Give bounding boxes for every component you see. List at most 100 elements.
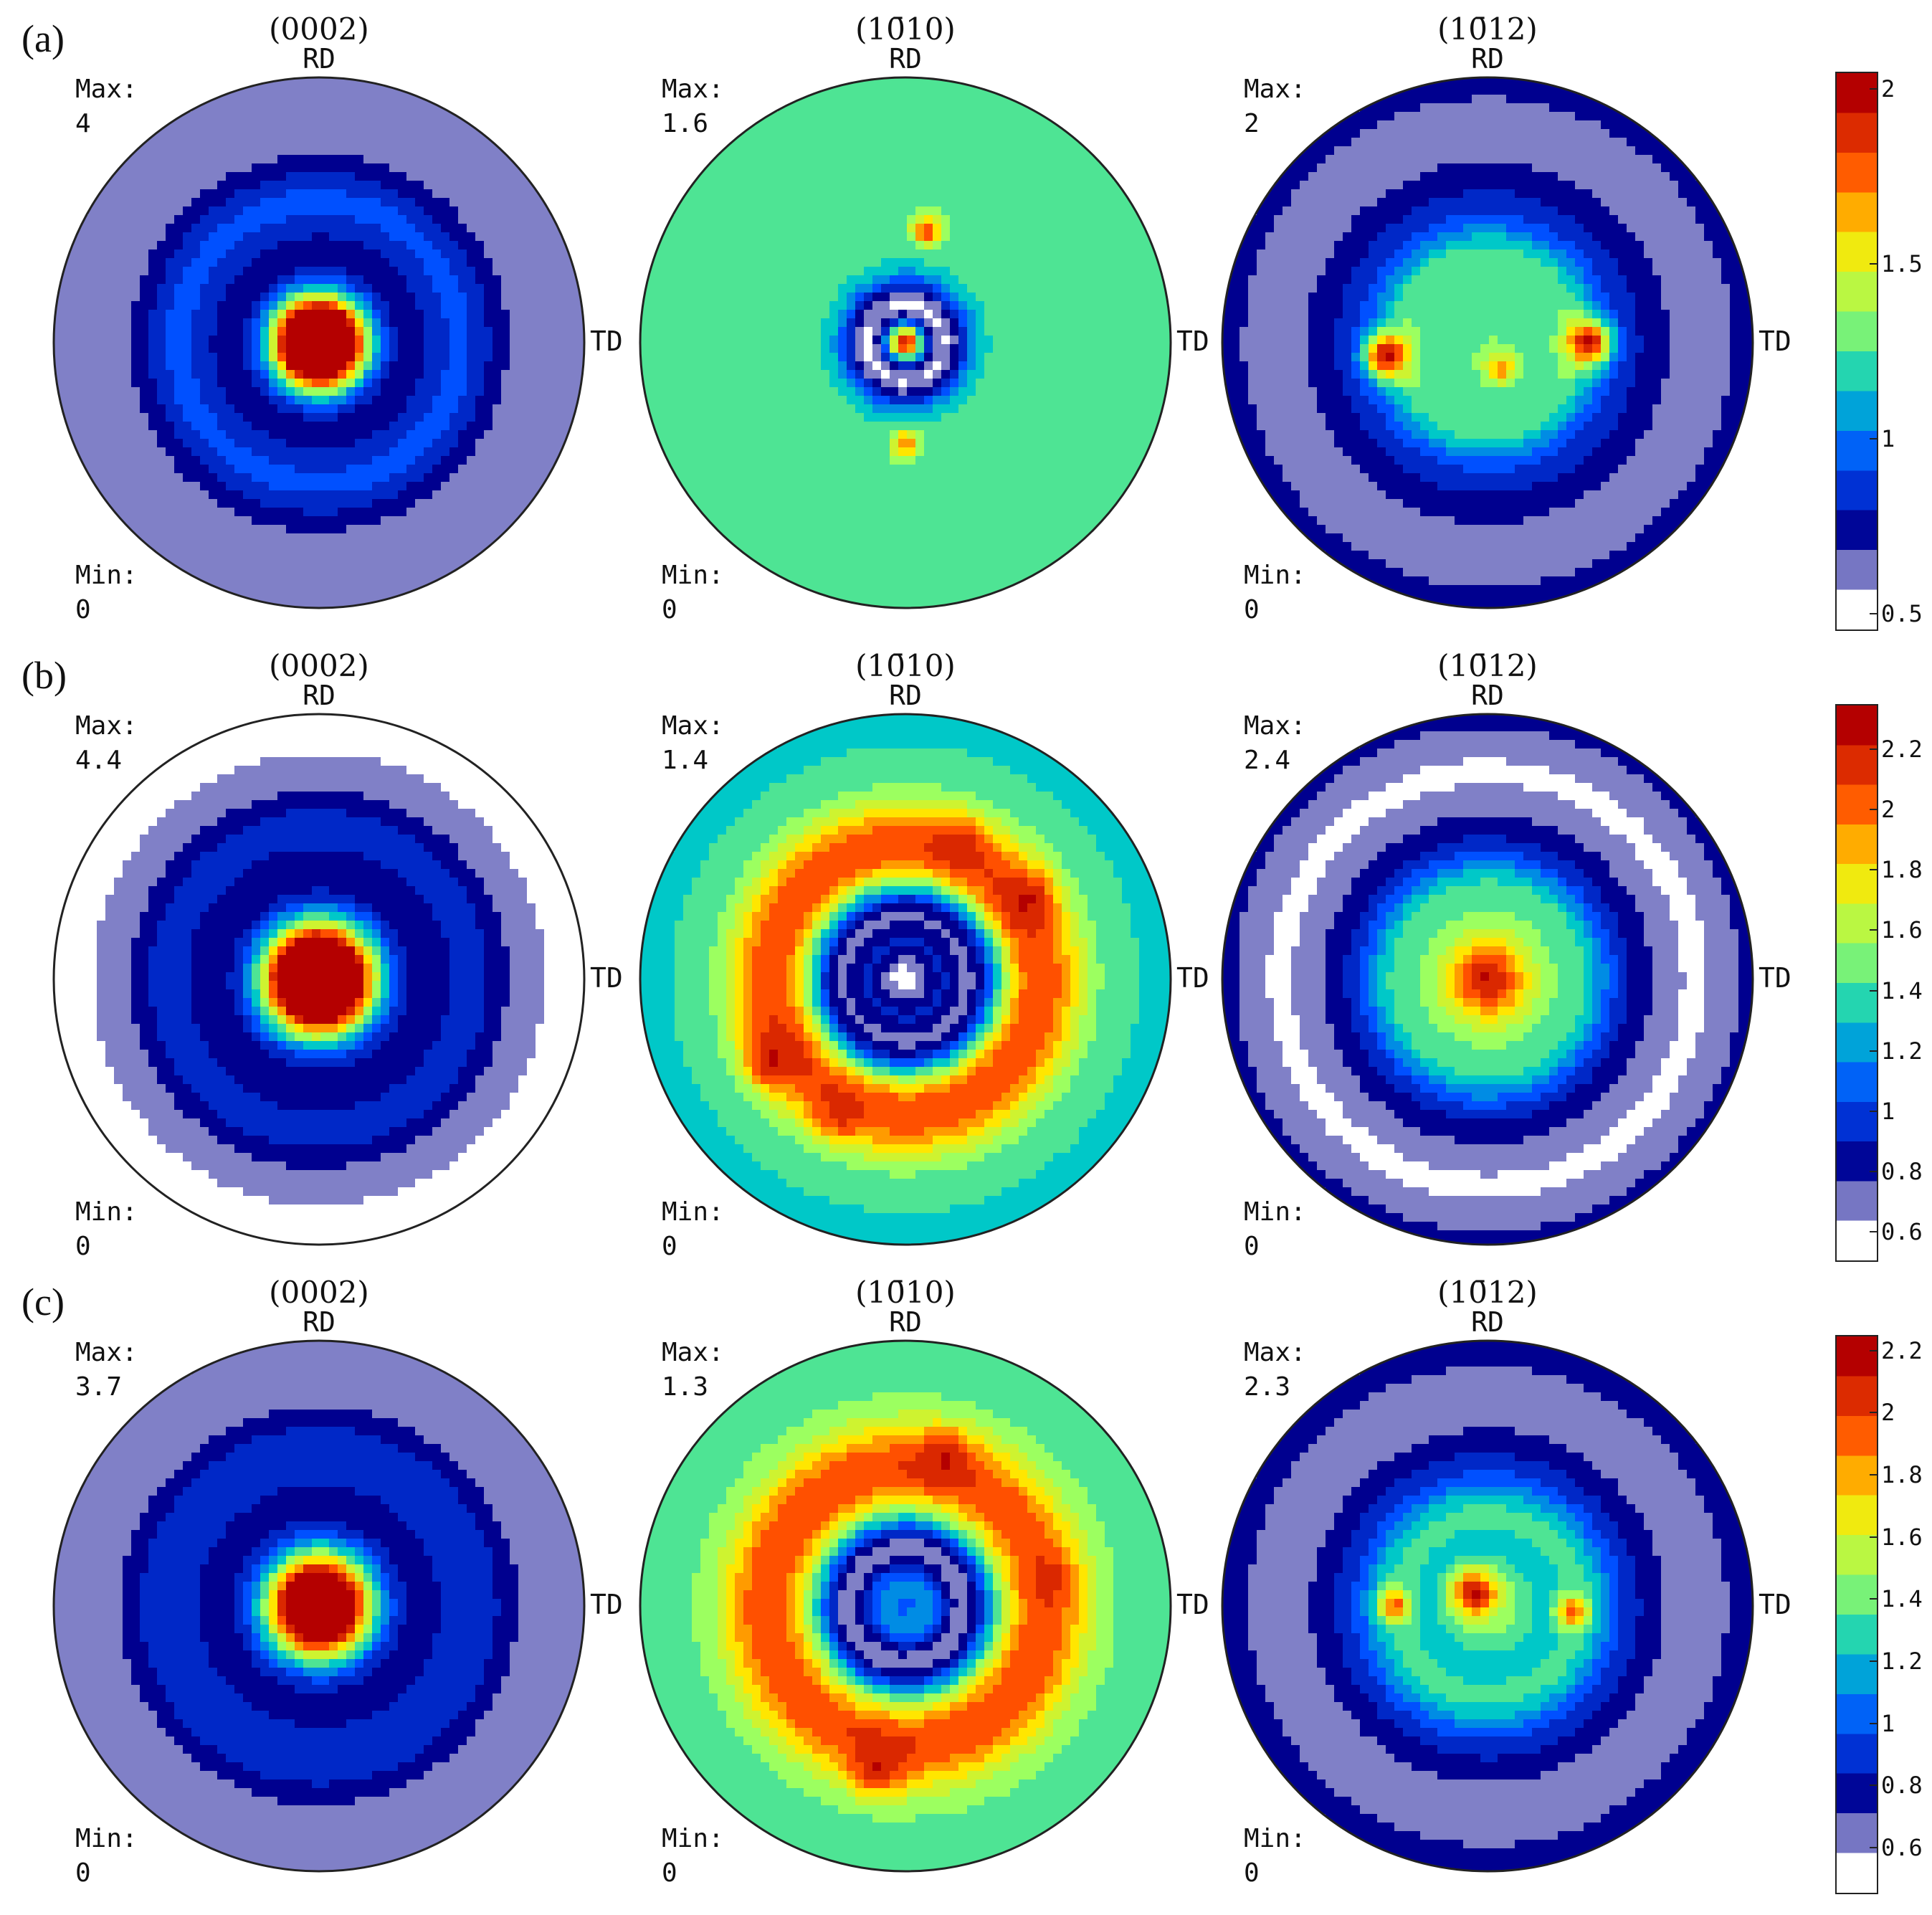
density-cell [492, 465, 502, 474]
density-cell [415, 215, 424, 224]
density-cell [406, 95, 416, 104]
density-cell [174, 138, 184, 147]
density-cell [329, 155, 338, 164]
density-cell [372, 120, 381, 130]
density-cell [286, 163, 295, 173]
density-cell [1036, 189, 1045, 199]
density-cell [976, 327, 985, 336]
density-cell [890, 353, 899, 362]
density-cell [312, 576, 321, 586]
density-cell [226, 327, 235, 336]
density-cell [148, 353, 158, 362]
density-cell [329, 585, 338, 594]
density-cell [191, 206, 201, 216]
density-cell [295, 95, 304, 104]
density-cell [269, 327, 278, 336]
density-cell [406, 508, 416, 517]
density-cell [864, 344, 873, 353]
density-cell [252, 241, 261, 250]
density-cell [346, 379, 356, 388]
density-cell [424, 318, 433, 328]
density-cell [191, 336, 201, 345]
density-cell [838, 241, 847, 250]
density-cell [329, 542, 338, 551]
density-cell [217, 551, 227, 560]
density-cell [1122, 258, 1131, 267]
density-cell [389, 473, 399, 483]
density-cell [406, 206, 416, 216]
density-cell [355, 155, 364, 164]
density-cell [226, 95, 235, 104]
density-cell [881, 224, 890, 233]
density-cell [492, 301, 502, 310]
density-cell [191, 344, 201, 353]
density-cell [166, 181, 175, 190]
density-cell [398, 551, 407, 560]
density-cell [544, 310, 553, 319]
density-cell [700, 224, 710, 233]
density-cell [872, 361, 882, 371]
density-cell [718, 301, 727, 310]
density-cell [709, 370, 718, 379]
density-cell [649, 284, 658, 293]
density-cell [295, 310, 304, 319]
density-cell [286, 275, 295, 285]
density-cell [71, 284, 80, 293]
density-cell [269, 508, 278, 517]
density-cell [544, 318, 553, 328]
density-cell [890, 344, 899, 353]
density-cell [320, 361, 330, 371]
density-cell [338, 181, 347, 190]
density-cell [553, 267, 562, 276]
density-cell [467, 250, 476, 259]
density-cell [226, 138, 235, 147]
density-cell [475, 404, 485, 414]
density-cell [1001, 215, 1011, 224]
density-cell [769, 215, 779, 224]
density-cell [183, 336, 192, 345]
density-cell [277, 473, 287, 483]
density-cell [398, 95, 407, 104]
density-cell [527, 336, 536, 345]
density-cell [967, 129, 976, 138]
density-cell [389, 361, 399, 371]
density-cell [718, 387, 727, 396]
density-cell [1096, 258, 1105, 267]
density-cell [252, 310, 261, 319]
density-cell [200, 129, 209, 138]
density-cell [381, 413, 390, 422]
density-cell [1036, 181, 1045, 190]
density-cell [286, 301, 295, 310]
density-cell [536, 318, 545, 328]
density-cell [907, 120, 916, 130]
density-cell [1036, 293, 1045, 302]
density-cell [501, 172, 510, 181]
density-cell [743, 146, 753, 156]
density-cell [277, 422, 287, 431]
density-cell [950, 387, 959, 396]
density-cell [346, 120, 356, 130]
density-cell [131, 258, 141, 267]
density-cell [484, 310, 493, 319]
density-cell [510, 413, 519, 422]
density-cell [303, 155, 313, 164]
density-cell [209, 387, 218, 396]
density-cell [898, 146, 908, 156]
density-cell [105, 430, 115, 439]
density-cell [915, 267, 925, 276]
density-cell [1062, 241, 1071, 250]
density-cell [666, 310, 675, 319]
density-cell [544, 215, 553, 224]
density-cell [492, 508, 502, 517]
density-cell [1062, 163, 1071, 173]
density-cell [795, 318, 804, 328]
density-cell [363, 198, 373, 207]
density-cell [467, 129, 476, 138]
density-cell [924, 258, 933, 267]
density-cell [123, 396, 132, 405]
density-cell [71, 250, 80, 259]
density-cell [492, 275, 502, 285]
density-cell [260, 206, 270, 216]
density-cell [1027, 232, 1037, 242]
density-cell [536, 379, 545, 388]
